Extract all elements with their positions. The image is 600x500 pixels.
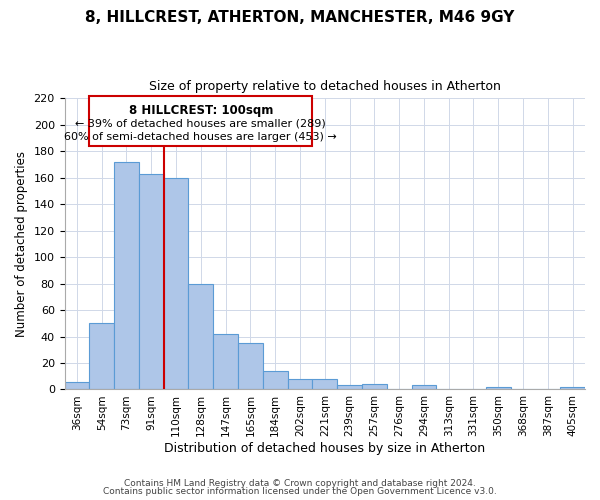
Text: Contains public sector information licensed under the Open Government Licence v3: Contains public sector information licen…	[103, 487, 497, 496]
Text: Contains HM Land Registry data © Crown copyright and database right 2024.: Contains HM Land Registry data © Crown c…	[124, 478, 476, 488]
Title: Size of property relative to detached houses in Atherton: Size of property relative to detached ho…	[149, 80, 501, 93]
FancyBboxPatch shape	[89, 96, 313, 146]
Text: 60% of semi-detached houses are larger (453) →: 60% of semi-detached houses are larger (…	[64, 132, 337, 141]
Bar	[263, 371, 287, 390]
Bar	[560, 387, 585, 390]
Bar	[337, 386, 362, 390]
Bar	[89, 324, 114, 390]
Text: 8, HILLCREST, ATHERTON, MANCHESTER, M46 9GY: 8, HILLCREST, ATHERTON, MANCHESTER, M46 …	[85, 10, 515, 25]
Y-axis label: Number of detached properties: Number of detached properties	[15, 151, 28, 337]
Bar	[287, 379, 313, 390]
Bar	[313, 379, 337, 390]
X-axis label: Distribution of detached houses by size in Atherton: Distribution of detached houses by size …	[164, 442, 485, 455]
Text: 8 HILLCREST: 100sqm: 8 HILLCREST: 100sqm	[128, 104, 273, 117]
Bar	[362, 384, 387, 390]
Text: ← 39% of detached houses are smaller (289): ← 39% of detached houses are smaller (28…	[76, 118, 326, 128]
Bar	[412, 386, 436, 390]
Bar	[65, 382, 89, 390]
Bar	[213, 334, 238, 390]
Bar	[486, 387, 511, 390]
Bar	[188, 284, 213, 390]
Bar	[164, 178, 188, 390]
Bar	[114, 162, 139, 390]
Bar	[238, 343, 263, 390]
Bar	[139, 174, 164, 390]
